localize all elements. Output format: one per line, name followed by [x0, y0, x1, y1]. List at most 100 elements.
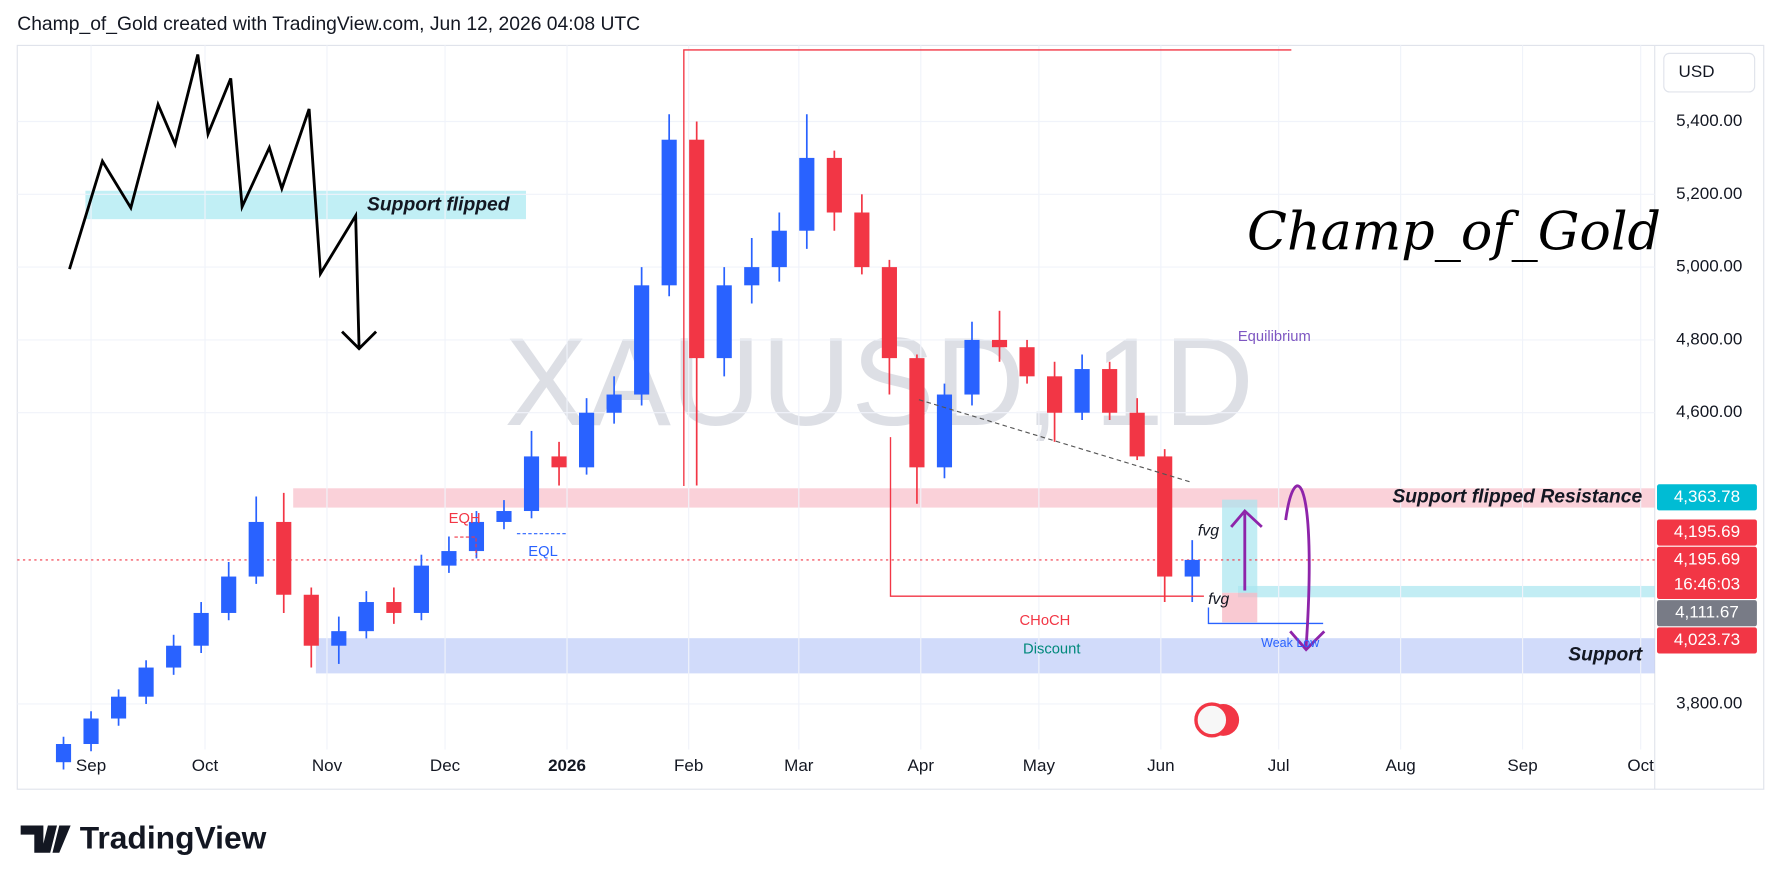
- sketch-arrow: [341, 330, 378, 351]
- price-tag-label: 4,363.78: [1674, 487, 1740, 506]
- x-tick-label: Dec: [430, 756, 461, 775]
- candle-body: [138, 667, 154, 697]
- candle-body: [83, 718, 99, 745]
- annotation: Weak Low: [1261, 636, 1320, 650]
- countdown: 16:46:03: [1674, 574, 1740, 593]
- stop-box: [1222, 592, 1258, 623]
- candle-body: [1184, 559, 1200, 577]
- down-arrow-head: [1289, 630, 1326, 652]
- watermark: XAUUSD, 1D: [504, 313, 1254, 452]
- x-tick-label: Sep: [76, 756, 106, 775]
- event-icon: [1194, 702, 1230, 738]
- candle-body: [689, 139, 705, 359]
- price-tag: [1656, 627, 1757, 654]
- candle-body: [1047, 376, 1063, 413]
- price-tag-label: 4,023.73: [1674, 630, 1740, 649]
- price-tag: [1656, 600, 1757, 627]
- currency-box[interactable]: [1663, 52, 1756, 93]
- candle-body: [193, 612, 209, 646]
- annotation: Support flipped: [367, 195, 511, 216]
- x-tick-label: Mar: [784, 756, 814, 775]
- logo-text: TradingView: [80, 820, 267, 856]
- candle-body: [523, 456, 540, 512]
- signature: Champ_of_Gold: [1247, 203, 1661, 263]
- x-tick-label: Aug: [1385, 756, 1415, 775]
- candle-body: [1102, 369, 1118, 413]
- candle-body: [386, 602, 402, 613]
- price-tag-label: 4,195.69: [1674, 549, 1740, 568]
- candle-body: [55, 744, 72, 763]
- choch-line: [889, 437, 1204, 597]
- candle-body: [1074, 369, 1090, 413]
- candle-body: [909, 358, 925, 468]
- candle-body: [111, 696, 127, 719]
- x-tick-label: Sep: [1507, 756, 1537, 775]
- candle-body: [1129, 412, 1145, 457]
- currency: USD: [1679, 62, 1715, 81]
- price-tag-label: 4,111.67: [1675, 603, 1739, 622]
- candle-body: [1157, 456, 1173, 577]
- annotation: Support: [1568, 644, 1644, 665]
- candle-body: [716, 285, 732, 359]
- annotation: EQH: [449, 511, 481, 527]
- candle-body: [496, 511, 512, 522]
- candle-body: [661, 139, 677, 286]
- target-box: [1222, 499, 1258, 593]
- price-tag: [1656, 484, 1757, 511]
- logo-icon: [20, 825, 71, 853]
- x-tick-label: Apr: [908, 756, 935, 775]
- x-tick-label: Jun: [1147, 756, 1174, 775]
- candle-body: [358, 602, 374, 632]
- resistance-zone: [293, 488, 1655, 508]
- candle-body: [468, 521, 485, 552]
- sketch-zone: [85, 190, 526, 220]
- y-tick-label: 4,800.00: [1676, 329, 1742, 348]
- candle-body: [826, 157, 842, 213]
- candle-body: [579, 412, 595, 468]
- x-tick-label: 2026: [548, 756, 586, 775]
- annotation: Support flipped Resistance: [1392, 486, 1642, 507]
- candle-body: [744, 267, 760, 286]
- annotation: fvg: [1208, 591, 1229, 608]
- candle-body: [1019, 347, 1035, 377]
- candle-body: [991, 339, 1008, 348]
- candle-body: [303, 594, 319, 646]
- y-tick-label: 5,400.00: [1676, 111, 1742, 130]
- price-tag: [1656, 519, 1757, 546]
- zones: [85, 190, 1655, 674]
- candle-body: [634, 285, 650, 395]
- x-tick-label: Feb: [674, 756, 703, 775]
- candle-body: [166, 645, 182, 668]
- y-tick-label: 5,000.00: [1676, 257, 1742, 276]
- eqh-line: [454, 536, 477, 557]
- x-tick-label: Jul: [1268, 756, 1290, 775]
- frame: [16, 44, 1765, 790]
- logo: TradingView: [20, 820, 267, 856]
- candle-body: [248, 521, 264, 577]
- up-arrow-head: [1230, 508, 1263, 528]
- candle-body: [606, 394, 622, 413]
- annotation: fvg: [1198, 523, 1219, 540]
- x-tick-label: Oct: [1627, 756, 1654, 775]
- fvg-zone: [1237, 585, 1655, 598]
- candle-body: [413, 565, 429, 613]
- candle-body: [854, 212, 870, 268]
- candle-body: [221, 576, 237, 613]
- drawings: [68, 49, 1326, 738]
- candle-body: [441, 551, 457, 566]
- candle-body: [964, 339, 980, 395]
- y-tick-label: 4,600.00: [1676, 402, 1742, 421]
- range-line: [683, 49, 1292, 487]
- sketch-line: [68, 54, 361, 348]
- annotation: Equilibrium: [1238, 329, 1311, 345]
- header-title: Champ_of_Gold created with TradingView.c…: [17, 14, 640, 35]
- candle-body: [881, 267, 897, 359]
- candle-body: [799, 157, 815, 231]
- price-tag-label: 4,195.69: [1674, 522, 1740, 541]
- candle-body: [551, 456, 567, 468]
- x-tick-label: Nov: [312, 756, 343, 775]
- candle-body: [936, 394, 953, 468]
- y-tick-label: 3,800.00: [1676, 693, 1742, 712]
- x-axis: Sep Oct Nov Dec 2026 Feb Mar Apr May Jun Jul Aug Sep…: [76, 756, 1654, 775]
